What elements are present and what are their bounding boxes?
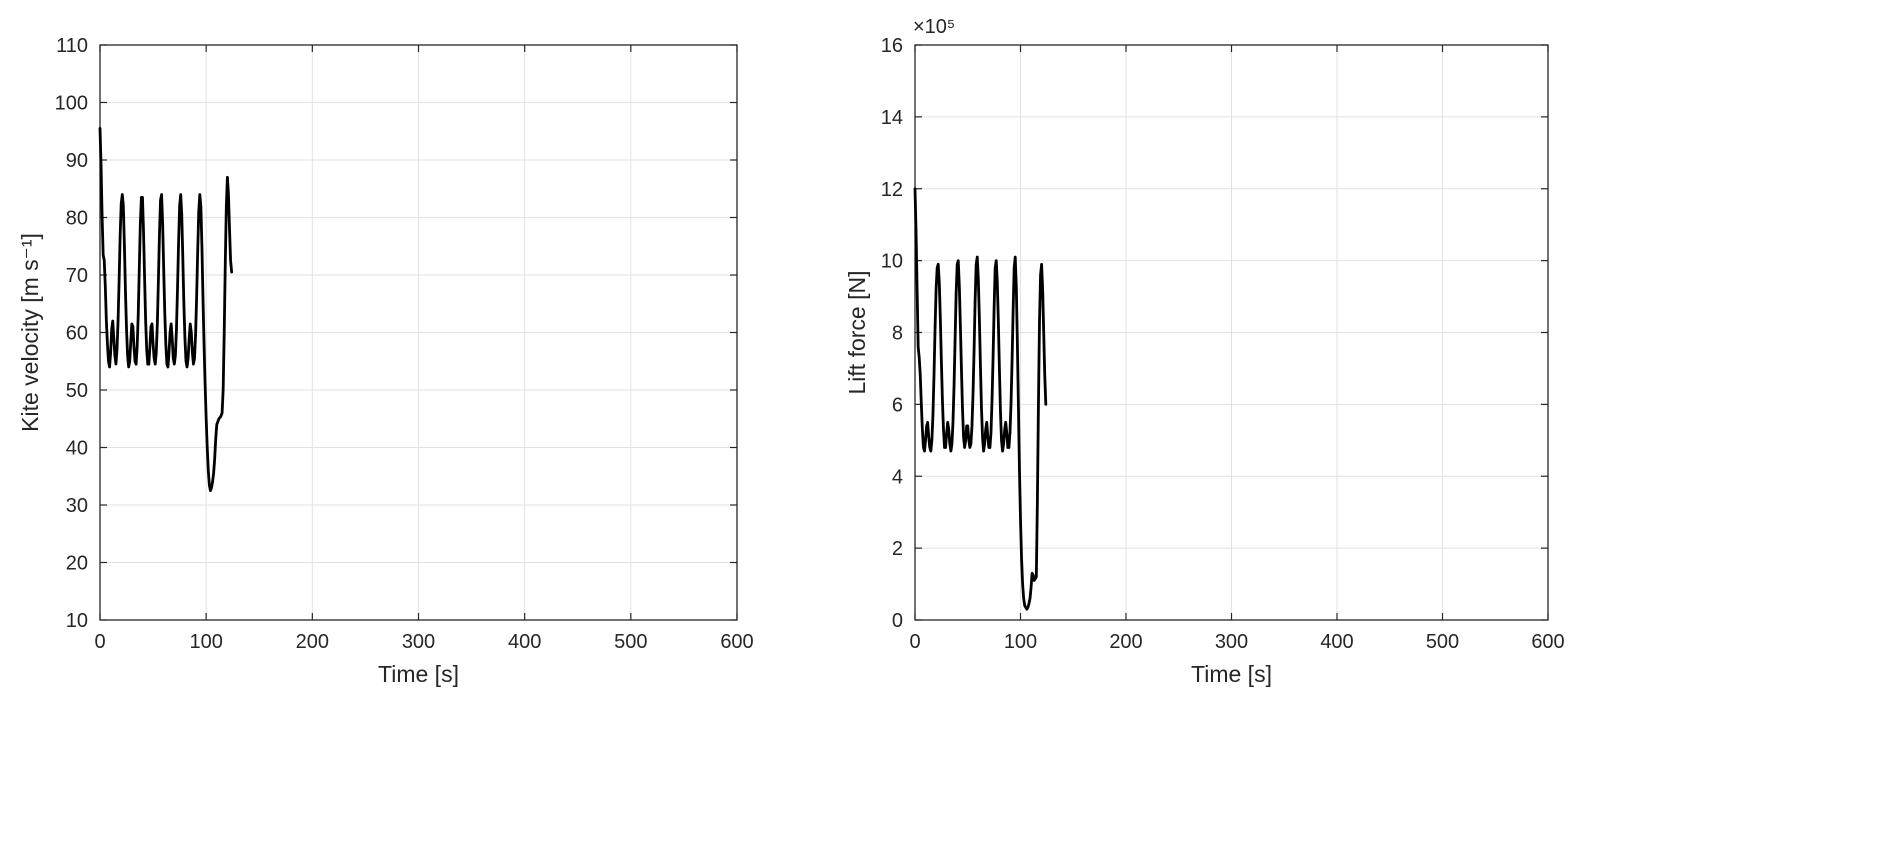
x-tick-label: 600	[1531, 631, 1564, 653]
x-tick-label: 600	[720, 631, 753, 653]
y-axis-label: Kite velocity [m s⁻¹]	[17, 233, 43, 432]
y-tick-label: 110	[56, 35, 88, 57]
x-tick-label: 200	[1109, 631, 1142, 653]
y-tick-label: 6	[892, 394, 903, 416]
x-tick-label: 300	[1215, 631, 1248, 653]
x-tick-label: 0	[94, 631, 105, 653]
x-tick-label: 100	[1004, 631, 1037, 653]
data-series-line	[913, 187, 1048, 611]
kite-velocity-plot: 0 100 200 300 400 500 600 10 20 30 40 50 60 70 80 90 100…	[17, 35, 754, 687]
y-tick-label: 100	[55, 93, 88, 115]
y-tick-label: 14	[881, 107, 903, 129]
axis-exponent-label: ×10⁵	[913, 16, 955, 38]
y-tick-label: 10	[66, 610, 88, 632]
y-axis-label: Lift force [N]	[844, 271, 870, 395]
x-tick-label: 300	[402, 631, 435, 653]
x-tick-label: 0	[909, 631, 920, 653]
y-tick-label: 16	[881, 35, 903, 57]
y-tick-label: 30	[66, 495, 88, 517]
y-tick-label: 8	[892, 323, 903, 345]
lift-force-plot: 0 100 200 300 400 500 600 0 2 4 6 8 10 12 14 16 Time [s]…	[844, 16, 1565, 687]
y-tick-label: 0	[892, 610, 903, 632]
y-tick-label: 90	[66, 150, 88, 172]
y-tick-label: 20	[66, 553, 88, 575]
y-tick-label: 50	[66, 380, 88, 402]
x-tick-label: 400	[1320, 631, 1353, 653]
x-tick-label: 400	[508, 631, 541, 653]
x-tick-label: 200	[296, 631, 329, 653]
y-tick-label: 60	[66, 323, 88, 345]
y-tick-label: 4	[892, 466, 903, 488]
data-series-line	[98, 126, 234, 493]
y-tick-label: 12	[881, 179, 903, 201]
y-tick-label: 40	[66, 438, 88, 460]
x-tick-label: 500	[614, 631, 647, 653]
x-tick-label: 500	[1426, 631, 1459, 653]
y-tick-label: 2	[892, 538, 903, 560]
x-axis-label: Time [s]	[378, 661, 459, 687]
y-tick-label: 10	[881, 251, 903, 273]
y-tick-label: 80	[66, 208, 88, 230]
x-tick-label: 100	[189, 631, 222, 653]
y-tick-label: 70	[66, 265, 88, 287]
x-axis-label: Time [s]	[1191, 661, 1272, 687]
